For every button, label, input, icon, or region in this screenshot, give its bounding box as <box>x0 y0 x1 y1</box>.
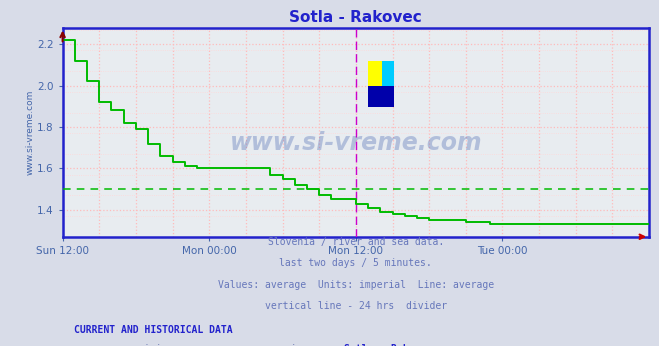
Text: Slovenia / river and sea data.: Slovenia / river and sea data. <box>268 237 444 247</box>
Bar <box>368 86 394 107</box>
Text: Values: average  Units: imperial  Line: average: Values: average Units: imperial Line: av… <box>217 280 494 290</box>
Text: vertical line - 24 hrs  divider: vertical line - 24 hrs divider <box>265 301 447 311</box>
Text: CURRENT AND HISTORICAL DATA: CURRENT AND HISTORICAL DATA <box>74 325 233 335</box>
Text: now:: now: <box>86 344 109 346</box>
Text: minimum:: minimum: <box>139 344 186 346</box>
Text: last two days / 5 minutes.: last two days / 5 minutes. <box>279 258 432 268</box>
Text: Sotla - Rakovec: Sotla - Rakovec <box>344 344 432 346</box>
Title: Sotla - Rakovec: Sotla - Rakovec <box>289 10 422 25</box>
Bar <box>382 61 394 86</box>
Y-axis label: www.si-vreme.com: www.si-vreme.com <box>25 90 34 175</box>
Bar <box>368 61 382 86</box>
Text: www.si-vreme.com: www.si-vreme.com <box>229 131 482 155</box>
Text: maximum:: maximum: <box>273 344 321 346</box>
Text: average:: average: <box>204 344 250 346</box>
